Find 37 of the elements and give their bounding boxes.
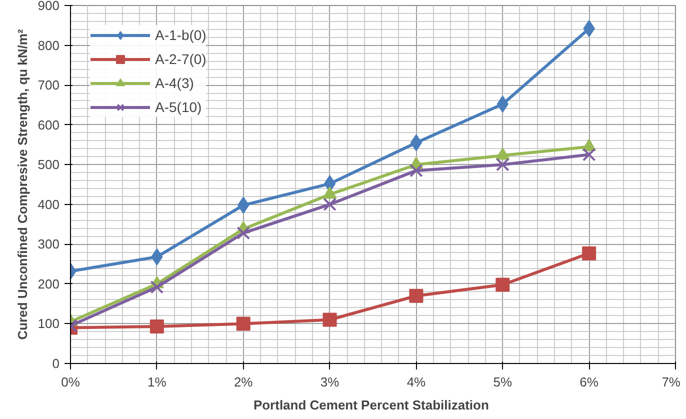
y-tick-label: 300 [38, 236, 60, 252]
legend-label: A-1-b(0) [155, 27, 206, 43]
y-tick-label: 100 [38, 316, 60, 332]
x-tick-label: 5% [493, 374, 512, 390]
y-tick-label: 800 [38, 38, 60, 53]
x-tick-label: 3% [320, 374, 340, 390]
y-tick-label: 200 [38, 276, 60, 292]
legend-label: A-5(10) [155, 99, 202, 115]
point [322, 312, 337, 327]
legend-label: A-2-7(0) [155, 51, 206, 67]
y-tick-label: 0 [52, 356, 60, 371]
point [410, 164, 423, 178]
x-tick-label: 7% [662, 374, 681, 390]
y-tick-label: 900 [38, 0, 60, 13]
x-tick-label: 0% [61, 374, 80, 390]
x-tick-label: 2% [234, 374, 254, 390]
point [582, 148, 596, 162]
x-tick-label: 6% [580, 374, 599, 390]
point [150, 320, 164, 334]
point [323, 198, 336, 212]
point [496, 278, 510, 292]
point [410, 134, 422, 152]
point [409, 288, 424, 303]
point [236, 226, 250, 240]
x-tick-label: 4% [406, 374, 426, 390]
y-axis-title: Cured Unconfined Compresive Strength, qu kN/m² [14, 28, 30, 340]
y-tick-label: 400 [38, 196, 60, 212]
x-axis-title: Portland Cement Percent Stabilization [253, 398, 489, 412]
point [236, 316, 250, 331]
point [496, 158, 510, 172]
y-tick-label: 600 [38, 117, 60, 132]
legend-label: A-4(3) [155, 75, 194, 91]
point [582, 246, 596, 260]
x-tick-label: 1% [148, 374, 167, 390]
y-tick-label: 500 [38, 157, 60, 172]
point [150, 280, 164, 294]
y-tick-label: 700 [38, 78, 60, 93]
